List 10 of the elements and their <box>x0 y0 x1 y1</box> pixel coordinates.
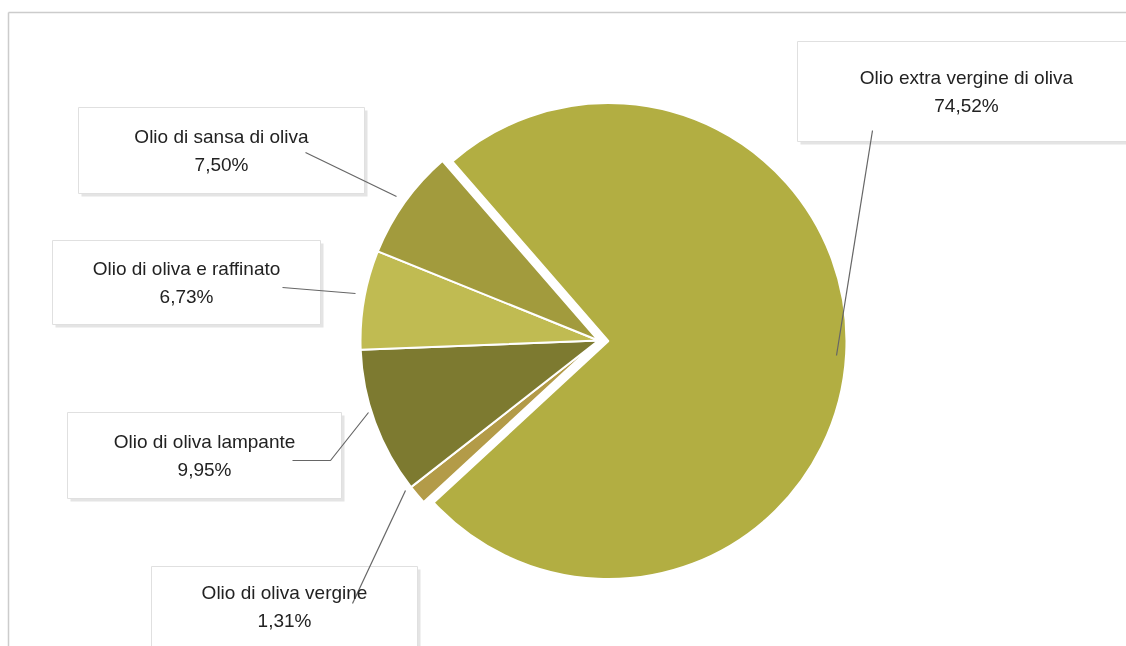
data-label: 74,52% <box>934 95 999 116</box>
data-label: 9,95% <box>177 459 232 480</box>
slice-label: Olio di oliva e raffinato <box>92 258 281 279</box>
slice-label: Olio di oliva lampante <box>113 431 296 452</box>
slice-label: Olio extra vergine di oliva <box>859 67 1074 88</box>
slice-label: Olio di oliva vergine <box>201 582 368 603</box>
slice-label: Olio di sansa di oliva <box>134 126 310 147</box>
data-label: 7,50% <box>194 154 249 175</box>
data-label: 1,31% <box>257 610 312 631</box>
data-label: 6,73% <box>159 286 214 307</box>
